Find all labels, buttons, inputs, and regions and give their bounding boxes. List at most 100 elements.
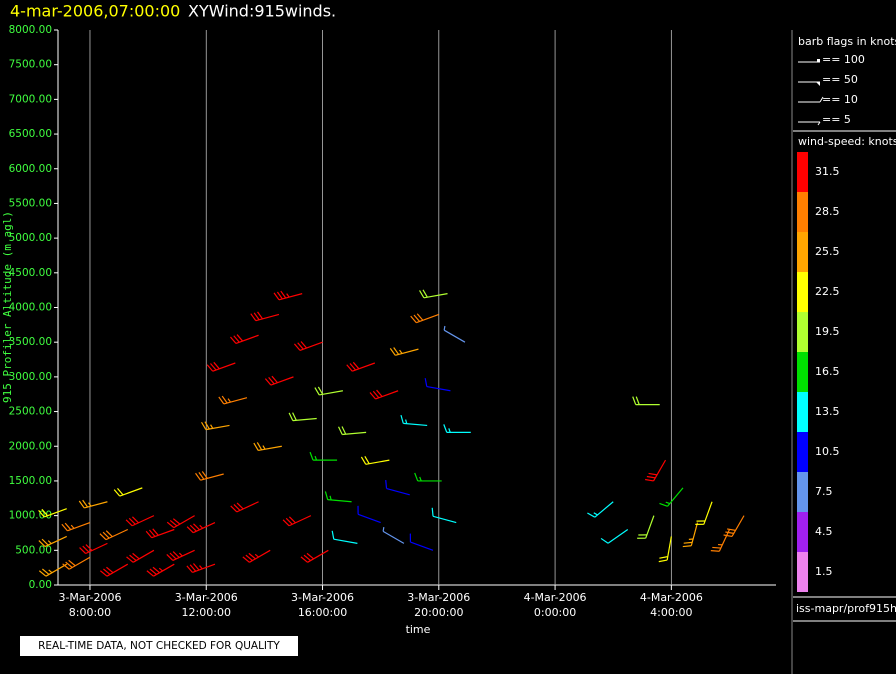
x-tick-date: 4-Mar-2006 [640,591,703,604]
barb-staff [67,521,91,532]
x-tick-date: 3-Mar-2006 [58,591,121,604]
barb-feather [337,426,343,435]
wind-barb [419,289,448,299]
wind-barb [710,529,731,552]
x-tick-label: 8:00:00 [69,606,111,619]
barb-staff [703,501,713,525]
barb-staff [223,397,248,405]
barb-staff [426,385,451,392]
barb-half-feather [178,552,183,557]
barb-staff [249,549,271,563]
wind-barb [443,325,466,343]
barb-staff [270,376,294,386]
barb-feather [242,556,250,563]
barb-feather [293,343,301,351]
barb-feather [253,442,259,451]
barb-feather [41,508,48,517]
wind-barb [38,563,68,577]
barb-half-feather [382,527,385,532]
barb-feather [393,347,400,355]
wind-barb [682,522,699,548]
barb-staff [200,473,224,481]
wind-barb [100,563,129,577]
y-tick-label: 8000.00 [9,24,52,36]
barb-half-feather [262,445,266,450]
barb-feather [230,505,238,513]
barb-feather [236,502,244,510]
y-tick-label: 2500.00 [9,406,52,418]
barb-feather [306,552,314,560]
barb-staff [666,536,672,561]
wind-barb [637,515,655,539]
barb-feather [126,556,134,563]
barb-feather [195,472,201,481]
barb-staff [85,542,108,555]
barb-feather [245,554,253,562]
barb-feather [204,421,210,430]
barb-feather [257,311,263,320]
wind-barb [360,456,390,465]
barb-feather [271,375,278,384]
y-tick-label: 7000.00 [9,93,52,105]
legend-barb-flag [817,59,820,62]
barb-feather [346,364,353,372]
barb-half-feather [70,524,75,529]
legend-barb-label: == 100 [822,53,865,66]
barb-feather [68,559,76,567]
colorbar-swatch [797,272,808,312]
barb-staff [375,390,399,400]
barb-feather [172,551,180,558]
x-tick-label: 0:00:00 [534,606,576,619]
wind-barb [424,378,451,392]
y-tick-label: 7500.00 [9,59,52,71]
barb-feather [250,313,257,321]
wind-barb [62,556,91,570]
barb-feather [64,522,72,530]
x-tick-label: 4:00:00 [650,606,692,619]
colorbar-swatch [797,472,808,512]
wind-barb [61,521,91,532]
wind-barb [288,412,317,422]
barb-feather [62,563,70,570]
barb-feather [683,541,693,544]
barb-half-feather [88,502,92,507]
barb-feather [102,531,110,539]
barb-staff [365,459,390,465]
barb-staff [386,488,410,496]
barb-staff [327,499,352,503]
barb-feather [117,488,124,496]
wind-barb [230,501,259,513]
barb-feather [648,472,658,476]
wind-barb [587,501,614,518]
legend-barb-label: == 10 [822,93,858,106]
wind-barb [113,487,143,497]
barb-staff [131,515,155,527]
wind-barb [632,396,660,406]
colorbar-label: 1.5 [815,565,833,578]
wind-barb [253,442,282,452]
barb-staff [278,293,303,301]
y-tick-label: 2000.00 [9,440,52,452]
barb-feather [416,313,424,321]
colorbar-label: 4.5 [815,525,833,538]
colorbar-swatch [797,512,808,552]
barb-staff [299,341,323,351]
barb-feather [297,342,304,350]
y-tick-label: 1500.00 [9,475,52,487]
wind-barb [400,414,428,427]
barb-staff [288,515,312,527]
barb-feather [218,396,225,405]
y-tick-label: 4500.00 [9,267,52,279]
y-tick-label: 5000.00 [9,232,52,244]
barb-feather [682,545,692,548]
wind-barb [331,530,358,544]
wind-barb [38,535,67,548]
barb-feather [221,395,228,404]
barb-staff [236,501,259,513]
wind-barb [337,426,367,436]
wind-barb [186,563,216,573]
barb-feather [61,523,68,532]
barb-half-feather [593,512,598,516]
barb-feather [233,335,240,343]
wind-barb [145,528,175,539]
